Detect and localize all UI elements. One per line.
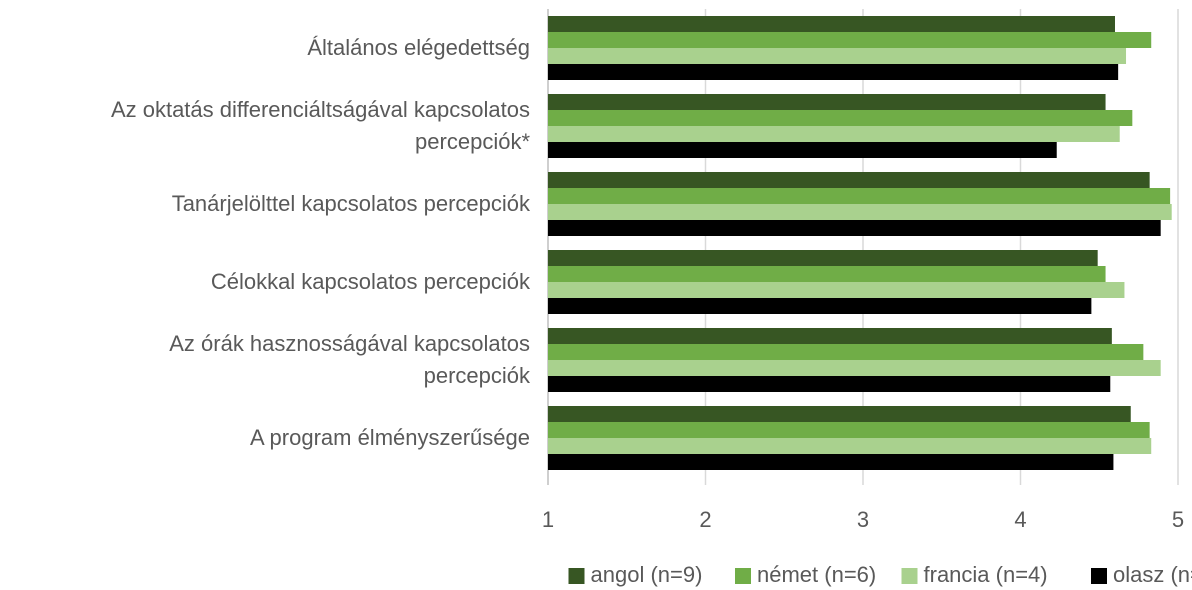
legend-swatch [735,568,751,584]
bar [548,376,1111,392]
bar [548,188,1171,204]
bar [548,298,1092,314]
x-tick-label: 3 [857,507,869,532]
x-tick-label: 1 [542,507,554,532]
y-tick-label: Az oktatás differenciáltságával kapcsola… [110,97,530,154]
bar [548,406,1131,422]
y-tick-label: Általános elégedettség [307,35,530,60]
y-tick-label: Az órák hasznosságával kapcsolatos perce… [169,331,530,388]
legend-label: francia (n=4) [924,562,1048,587]
legend-label: olasz (n=3) [1113,562,1192,587]
bar [548,438,1152,454]
x-tick-label: 4 [1014,507,1026,532]
legend-label: német (n=6) [757,562,876,587]
bar [548,454,1114,470]
bar [548,16,1115,32]
bar [548,250,1098,266]
bar [548,32,1152,48]
x-tick-label: 5 [1172,507,1184,532]
bar [548,282,1125,298]
legend-label: angol (n=9) [591,562,703,587]
bar [548,344,1144,360]
bar [548,422,1150,438]
bar [548,220,1161,236]
bar [548,328,1112,344]
bar [548,110,1133,126]
y-tick-label: Tanárjelölttel kapcsolatos percepciók [171,191,530,216]
y-tick-label: A program élményszerűsége [249,425,530,450]
bar [548,142,1057,158]
bar [548,360,1161,376]
legend-swatch [568,568,585,584]
bar [548,64,1119,80]
bar [548,172,1150,188]
y-tick-label: Célokkal kapcsolatos percepciók [210,269,530,294]
bar [548,48,1127,64]
bar [548,266,1106,282]
bar [548,204,1172,220]
bar [548,94,1106,110]
legend-swatch [1091,568,1107,584]
bar [548,126,1120,142]
legend-swatch [901,568,918,584]
x-tick-label: 2 [699,507,711,532]
